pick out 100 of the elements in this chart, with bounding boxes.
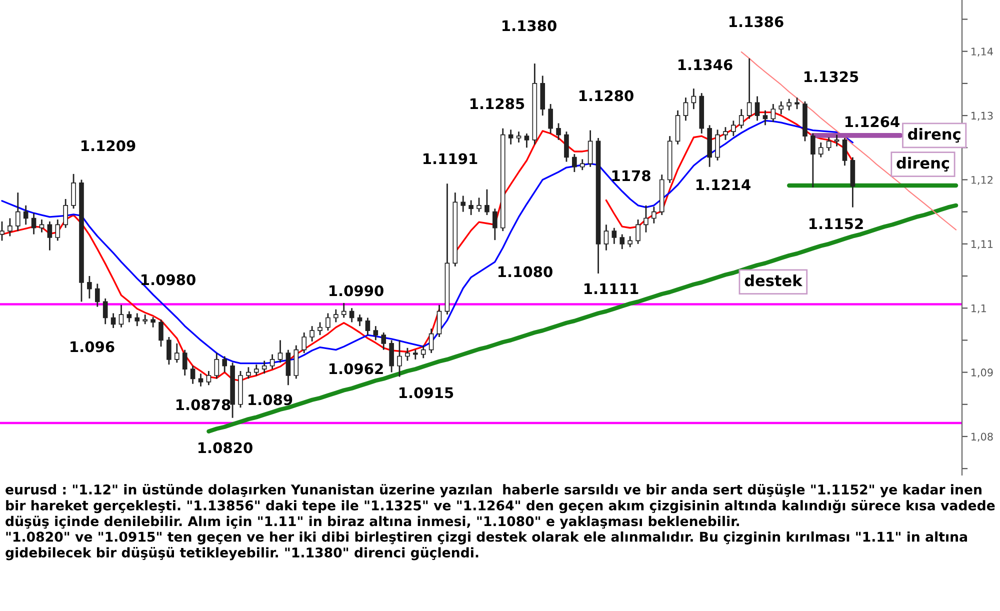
candlestick — [333, 308, 338, 323]
candlestick — [683, 96, 688, 122]
candlestick — [262, 360, 267, 374]
candlestick — [413, 349, 418, 360]
candlestick — [436, 304, 442, 338]
candlestick — [126, 310, 132, 323]
y-tick-label: 1,1 — [971, 304, 986, 314]
candlestick — [142, 314, 148, 325]
y-tick-label: 1,09 — [971, 368, 993, 378]
candlestick — [94, 283, 100, 308]
candlestick — [150, 316, 156, 328]
annotation: 1.0820 — [198, 442, 252, 454]
annotation: 1.1280 — [580, 90, 634, 102]
annotation: 1.1325 — [804, 71, 858, 82]
candlestick — [492, 208, 498, 241]
text: "1.0820" ve "1.0915" ten geçen ve her iki dibi birleştiren çizgi destek olarak ele alınmalıdır. Bu çizginin kırılması "1.11" in altına gidebilecek bir düşüşü tetikleyebilir. "1.1380" direnci güçlendi. — [6, 531, 967, 560]
candlestick — [8, 218, 12, 237]
series-label: destek — [744, 274, 803, 286]
candlestick — [31, 212, 36, 235]
candlestick — [318, 322, 322, 336]
candlestick — [691, 88, 696, 110]
annotation: 1.1386 — [730, 16, 784, 28]
candlestick — [620, 234, 625, 250]
candlestick — [723, 126, 728, 141]
annotation: 1.1285 — [470, 98, 524, 110]
annotation: 1.1209 — [82, 140, 136, 152]
candlestick — [182, 349, 188, 376]
candlestick — [71, 173, 76, 210]
candlestick — [778, 100, 784, 115]
candlestick — [428, 328, 434, 354]
annotation: 1.089 — [248, 394, 292, 406]
candlestick — [636, 218, 640, 245]
annotation: 1.0980 — [142, 274, 196, 286]
annotation: 1.1111 — [584, 283, 638, 294]
candlestick — [214, 352, 220, 380]
y-tick-label: 1,08 — [971, 432, 993, 442]
candlestick — [341, 302, 346, 318]
candlestick — [381, 332, 386, 351]
candlestick — [310, 325, 314, 342]
candlestick — [158, 318, 164, 348]
candlestick — [754, 96, 760, 122]
text: eurusd : "1.12" in üstünde dolaşırken Yunanistan üzerine yazılan haberle sarsıldı ve bir anda sert düşüşle "1.1152" ye kadar inen bir hareket gerçekleşti. "1.13856" daki tepe ile "1.1325" ve "1.1264" den geçen akım çizgisinin altında kalındığı sürece kısa vadede düşüş içinde denilebilir. Alım için "1.11" in biraz altına inmesi, "1.1080" e yaklaşması beklenebilir. — [6, 484, 995, 529]
annotation: 1.1080 — [498, 266, 552, 278]
candlestick — [468, 200, 474, 216]
y-tick-label: 1,13 — [971, 112, 993, 121]
candlestick — [365, 317, 370, 336]
candlestick — [286, 349, 291, 386]
candlestick — [118, 304, 124, 328]
series-label: direnç — [896, 156, 949, 172]
candlestick — [588, 130, 593, 168]
candlestick — [612, 227, 617, 245]
series-label: direnç — [908, 128, 960, 143]
candlestick — [222, 356, 228, 373]
candlestick — [770, 103, 776, 123]
candlestick — [15, 192, 20, 232]
candlestick — [572, 153, 577, 173]
candlestick — [110, 312, 116, 329]
candlestick — [166, 336, 172, 366]
candlestick — [357, 314, 362, 327]
candlestick — [55, 218, 60, 242]
annotation: 1.096 — [70, 341, 114, 352]
annotation: 1.1152 — [810, 218, 863, 230]
candlestick — [47, 220, 52, 252]
candlestick — [810, 132, 816, 188]
candlestick — [484, 188, 490, 216]
annotation: 1.1380 — [502, 20, 556, 32]
candlestick — [198, 372, 204, 388]
candlestick — [746, 58, 752, 120]
candlestick — [206, 370, 212, 386]
candlestick — [842, 137, 848, 166]
candlestick — [652, 206, 656, 224]
candlestick — [405, 347, 410, 362]
candlestick — [134, 312, 140, 327]
candlestick — [604, 224, 609, 252]
annotation: 1.1191 — [424, 153, 478, 164]
candlestick — [373, 325, 378, 341]
annotation: 1.0962 — [330, 363, 383, 374]
candlestick — [548, 103, 553, 134]
candlestick — [460, 195, 466, 213]
candlestick — [270, 354, 275, 370]
candlestick — [0, 220, 4, 242]
candlestick — [580, 158, 585, 171]
candlestick — [715, 128, 720, 162]
candlestick — [556, 122, 561, 141]
candlestick — [826, 136, 832, 152]
candlestick — [326, 312, 330, 332]
candlestick — [389, 340, 394, 373]
candlestick — [516, 130, 522, 144]
candlestick — [23, 204, 28, 226]
candlestick — [190, 365, 196, 385]
candlestick — [278, 340, 283, 364]
annotation: 1.0990 — [330, 285, 384, 296]
candlestick — [174, 342, 180, 364]
annotation: 1.1264 — [846, 116, 900, 128]
annotation: 1.1214 — [696, 179, 750, 190]
candlestick — [738, 108, 744, 130]
candlestick — [762, 110, 768, 126]
y-tick-label: 1,14 — [971, 48, 993, 57]
candlestick — [102, 298, 108, 325]
candlestick — [794, 96, 800, 110]
